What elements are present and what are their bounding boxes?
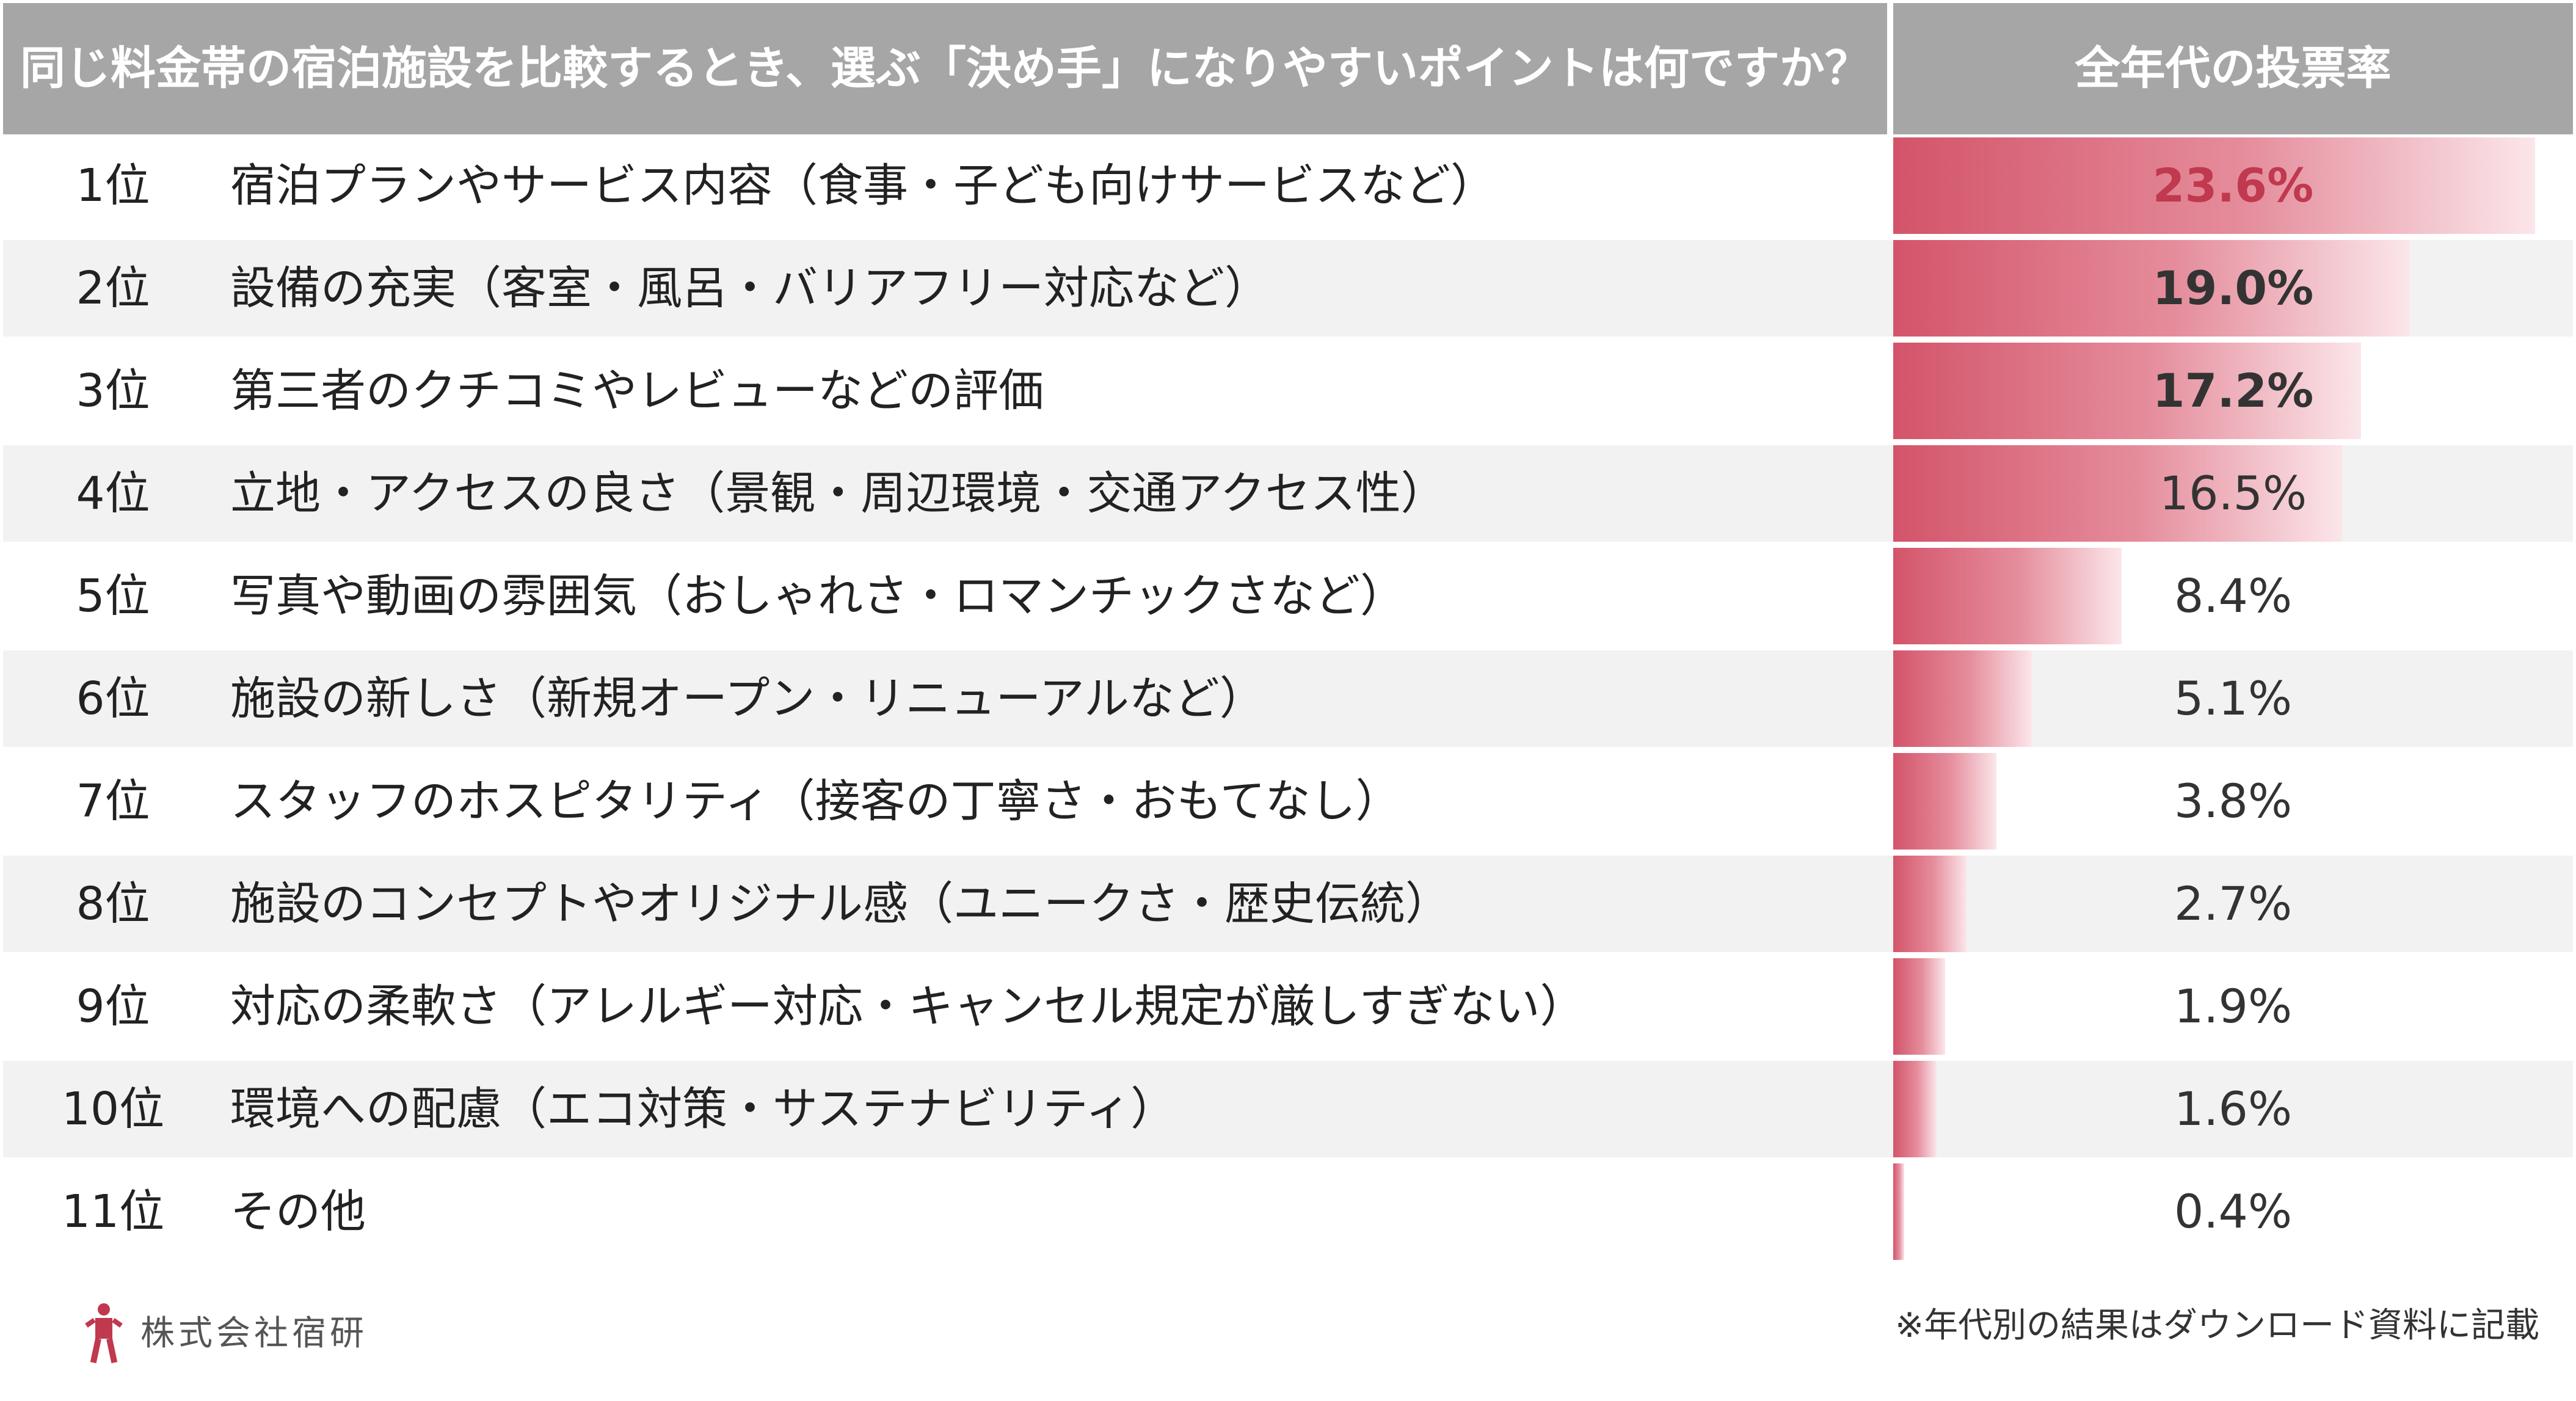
rank-label: 5位	[76, 570, 150, 622]
value-label: 0.4%	[2174, 1184, 2293, 1239]
table-row: 8位 施設のコンセプトやオリジナル感（ユニークさ・歴史伝統） 2.7%	[3, 853, 2573, 955]
rank-label: 7位	[76, 775, 150, 828]
value-label: 1.6%	[2174, 1082, 2293, 1136]
category-label: 立地・アクセスの良さ（景観・周辺環境・交通アクセス性）	[230, 467, 1446, 520]
row-band	[3, 650, 2573, 747]
category-label: 施設のコンセプトやオリジナル感（ユニークさ・歴史伝統）	[230, 878, 1450, 930]
footnote: ※年代別の結果はダウンロード資料に記載	[1895, 1306, 2539, 1345]
rank-label: 2位	[76, 262, 150, 315]
table-row: 5位 写真や動画の雰囲気（おしゃれさ・ロマンチックさなど） 8.4%	[3, 545, 2573, 647]
table-row: 9位 対応の柔軟さ（アレルギー対応・キャンセル規定が厳しすぎない） 1.9%	[3, 955, 2573, 1058]
survey-question: 同じ料金帯の宿泊施設を比較するとき、選ぶ「決め手」になりやすいポイントは何ですか…	[3, 3, 1887, 134]
bar	[1893, 753, 1997, 850]
value-label: 16.5%	[2159, 466, 2307, 520]
rank-label: 9位	[76, 980, 150, 1033]
category-label: 環境への配慮（エコ対策・サステナビリティ）	[230, 1083, 1176, 1135]
bar	[1893, 240, 2410, 337]
table-row: 3位 第三者のクチコミやレビューなどの評価 17.2%	[3, 340, 2573, 442]
value-label: 8.4%	[2174, 569, 2293, 623]
category-label: 写真や動画の雰囲気（おしゃれさ・ロマンチックさなど）	[230, 570, 1405, 622]
table-row: 10位 環境への配慮（エコ対策・サステナビリティ） 1.6%	[3, 1058, 2573, 1160]
table-row: 11位 その他 0.4%	[3, 1160, 2573, 1263]
category-label: 設備の充実（客室・風呂・バリアフリー対応など）	[230, 262, 1270, 315]
bar-cell: 1.6%	[1893, 1061, 2573, 1157]
category-label: 第三者のクチコミやレビューなどの評価	[230, 365, 1044, 417]
rank-label: 1位	[76, 159, 150, 212]
category-label: スタッフのホスピタリティ（接客の丁寧さ・おもてなし）	[230, 775, 1401, 828]
bar	[1893, 1061, 1937, 1157]
bar-cell: 3.8%	[1893, 753, 2573, 850]
bar-cell: 23.6%	[1893, 137, 2573, 234]
bar-cell: 2.7%	[1893, 856, 2573, 952]
rank-label: 8位	[76, 878, 150, 930]
value-column-header: 全年代の投票率	[1893, 3, 2573, 134]
bar	[1893, 548, 2122, 644]
value-label: 19.0%	[2152, 261, 2314, 315]
table-row: 7位 スタッフのホスピタリティ（接客の丁寧さ・おもてなし） 3.8%	[3, 750, 2573, 853]
rank-label: 4位	[76, 467, 150, 520]
row-band	[3, 856, 2573, 952]
bar-cell: 16.5%	[1893, 445, 2573, 542]
bar	[1893, 856, 1967, 952]
value-label: 23.6%	[2152, 158, 2314, 213]
company-name: 株式会社宿研	[140, 1314, 368, 1353]
bar	[1893, 650, 2032, 747]
rank-label: 3位	[76, 365, 150, 417]
rank-label: 10位	[61, 1083, 165, 1135]
bar	[1893, 343, 2361, 439]
table-row: 1位 宿泊プランやサービス内容（食事・子ども向けサービスなど） 23.6%	[3, 134, 2573, 237]
category-label: 対応の柔軟さ（アレルギー対応・キャンセル規定が厳しすぎない）	[230, 980, 1585, 1033]
mascot-icon	[85, 1303, 123, 1364]
value-label: 1.9%	[2174, 979, 2293, 1033]
row-band	[3, 1061, 2573, 1157]
value-label: 3.8%	[2174, 774, 2293, 828]
value-label: 5.1%	[2174, 671, 2293, 726]
table-row: 4位 立地・アクセスの良さ（景観・周辺環境・交通アクセス性） 16.5%	[3, 442, 2573, 545]
bar-cell: 17.2%	[1893, 343, 2573, 439]
bar-cell: 0.4%	[1893, 1163, 2573, 1260]
bar	[1893, 1163, 1904, 1260]
table-row: 6位 施設の新しさ（新規オープン・リニューアルなど） 5.1%	[3, 647, 2573, 750]
category-label: 施設の新しさ（新規オープン・リニューアルなど）	[230, 672, 1265, 725]
bar	[1893, 445, 2342, 542]
bar-cell: 19.0%	[1893, 240, 2573, 337]
bar-cell: 8.4%	[1893, 548, 2573, 644]
bar-cell: 5.1%	[1893, 650, 2573, 747]
bar-cell: 1.9%	[1893, 958, 2573, 1055]
bar	[1893, 137, 2535, 234]
rank-label: 6位	[76, 672, 150, 725]
table-header: 同じ料金帯の宿泊施設を比較するとき、選ぶ「決め手」になりやすいポイントは何ですか…	[3, 3, 2573, 134]
category-label: その他	[230, 1185, 366, 1238]
value-label: 17.2%	[2152, 363, 2314, 418]
rank-label: 11位	[61, 1185, 165, 1238]
value-label: 2.7%	[2174, 876, 2293, 931]
category-label: 宿泊プランやサービス内容（食事・子ども向けサービスなど）	[230, 159, 1496, 212]
table-row: 2位 設備の充実（客室・風呂・バリアフリー対応など） 19.0%	[3, 237, 2573, 340]
bar	[1893, 958, 1945, 1055]
